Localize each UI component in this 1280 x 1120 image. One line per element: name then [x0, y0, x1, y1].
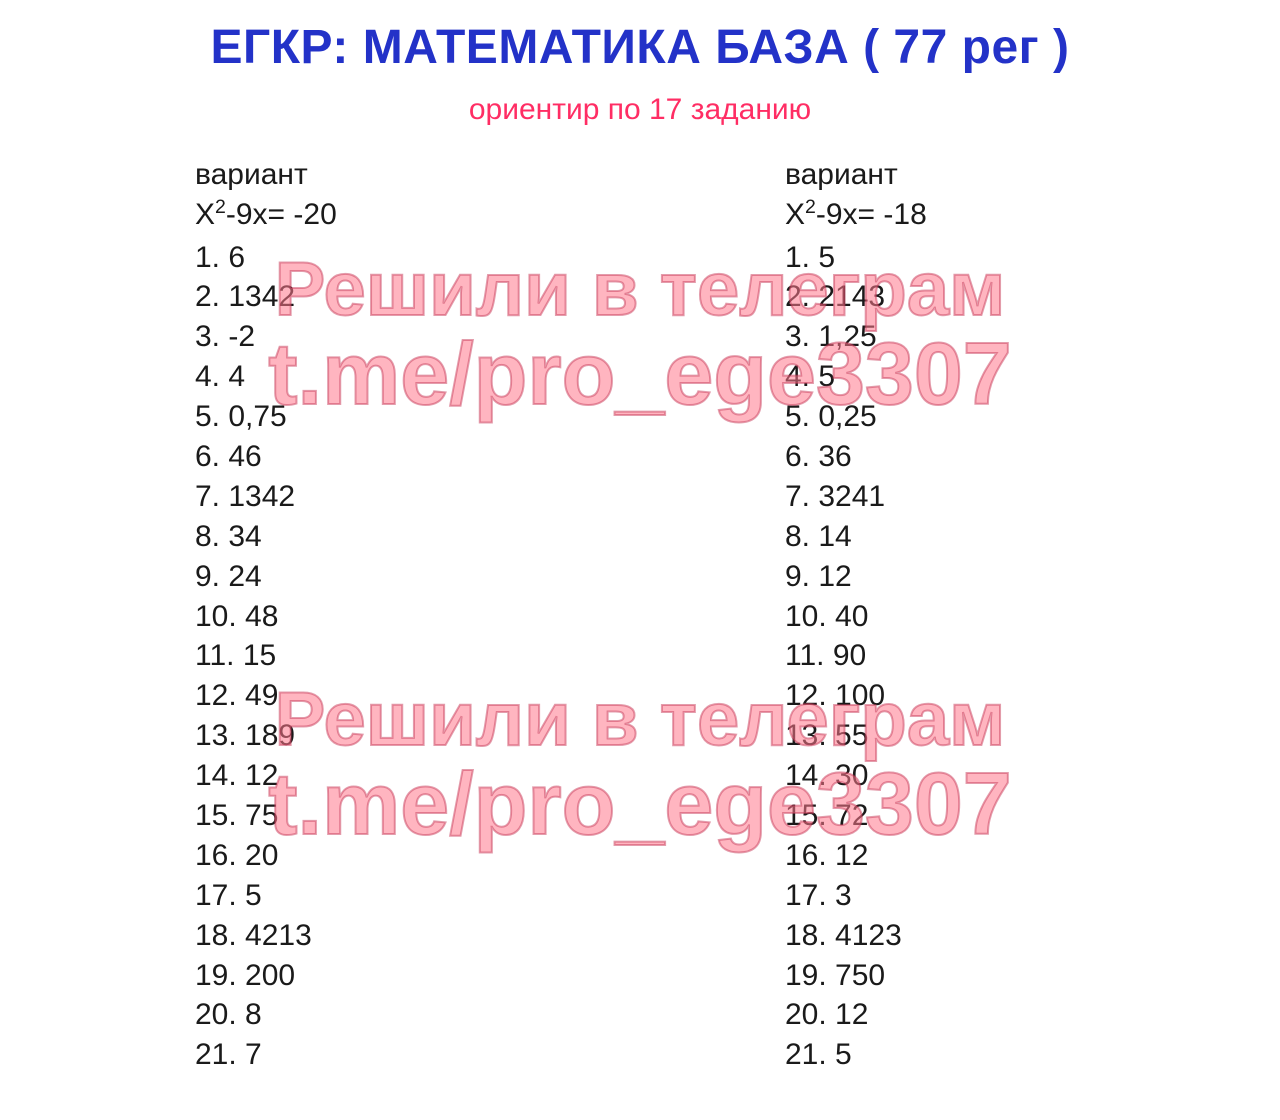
answer-line: 15. 72 [785, 796, 1185, 836]
answer-line: 6. 46 [195, 437, 595, 477]
answer-line: 4. 4 [195, 357, 595, 397]
answer-line: 12. 100 [785, 676, 1185, 716]
page-title: ЕГКР: МАТЕМАТИКА БАЗА ( 77 рег ) [0, 0, 1280, 75]
eq-exponent: 2 [805, 196, 816, 218]
variant-label: вариант [785, 157, 1185, 193]
answer-line: 12. 49 [195, 676, 595, 716]
answer-line: 9. 24 [195, 557, 595, 597]
answer-line: 3. -2 [195, 317, 595, 357]
answer-line: 10. 40 [785, 597, 1185, 637]
answer-line: 2. 2143 [785, 277, 1185, 317]
answers-list: 1. 62. 13423. -24. 45. 0,756. 467. 13428… [195, 238, 595, 1076]
answer-line: 18. 4123 [785, 916, 1185, 956]
answer-line: 7. 1342 [195, 477, 595, 517]
answer-line: 8. 34 [195, 517, 595, 557]
answer-line: 19. 200 [195, 956, 595, 996]
variant-label: вариант [195, 157, 595, 193]
answer-line: 7. 3241 [785, 477, 1185, 517]
answer-line: 20. 12 [785, 995, 1185, 1035]
answers-list: 1. 52. 21433. 1,254. 55. 0,256. 367. 324… [785, 238, 1185, 1076]
answer-line: 9. 12 [785, 557, 1185, 597]
answer-line: 13. 55 [785, 716, 1185, 756]
answer-line: 19. 750 [785, 956, 1185, 996]
eq-rest: -9x= -18 [816, 198, 927, 231]
answer-line: 4. 5 [785, 357, 1185, 397]
answer-line: 13. 189 [195, 716, 595, 756]
variant-equation: X2-9x= -18 [785, 195, 1185, 234]
answer-line: 21. 5 [785, 1035, 1185, 1075]
answer-line: 17. 3 [785, 876, 1185, 916]
answer-line: 11. 15 [195, 636, 595, 676]
answer-line: 1. 6 [195, 238, 595, 278]
answer-line: 17. 5 [195, 876, 595, 916]
answer-line: 10. 48 [195, 597, 595, 637]
answer-line: 5. 0,75 [195, 397, 595, 437]
answer-line: 16. 12 [785, 836, 1185, 876]
answer-line: 16. 20 [195, 836, 595, 876]
answer-line: 1. 5 [785, 238, 1185, 278]
answer-line: 20. 8 [195, 995, 595, 1035]
answer-line: 11. 90 [785, 636, 1185, 676]
answer-line: 5. 0,25 [785, 397, 1185, 437]
answer-line: 14. 12 [195, 756, 595, 796]
answer-line: 2. 1342 [195, 277, 595, 317]
eq-rest: -9x= -20 [226, 198, 337, 231]
page-subtitle: ориентир по 17 заданию [0, 93, 1280, 127]
variant-column-1: вариант X2-9x= -20 1. 62. 13423. -24. 45… [195, 157, 595, 1075]
eq-prefix: X [195, 198, 215, 231]
eq-exponent: 2 [215, 196, 226, 218]
answer-line: 3. 1,25 [785, 317, 1185, 357]
variant-column-2: вариант X2-9x= -18 1. 52. 21433. 1,254. … [785, 157, 1185, 1075]
answer-line: 18. 4213 [195, 916, 595, 956]
eq-prefix: X [785, 198, 805, 231]
answer-line: 6. 36 [785, 437, 1185, 477]
variant-columns: вариант X2-9x= -20 1. 62. 13423. -24. 45… [0, 157, 1280, 1075]
variant-equation: X2-9x= -20 [195, 195, 595, 234]
answer-line: 21. 7 [195, 1035, 595, 1075]
answer-line: 8. 14 [785, 517, 1185, 557]
answer-line: 14. 30 [785, 756, 1185, 796]
answer-line: 15. 75 [195, 796, 595, 836]
